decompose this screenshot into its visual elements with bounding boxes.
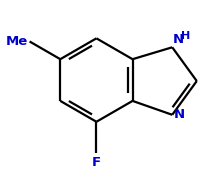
Text: N: N (174, 108, 185, 121)
Text: F: F (92, 156, 101, 169)
Text: N: N (173, 33, 184, 46)
Text: H: H (181, 31, 191, 41)
Text: Me: Me (5, 35, 28, 48)
